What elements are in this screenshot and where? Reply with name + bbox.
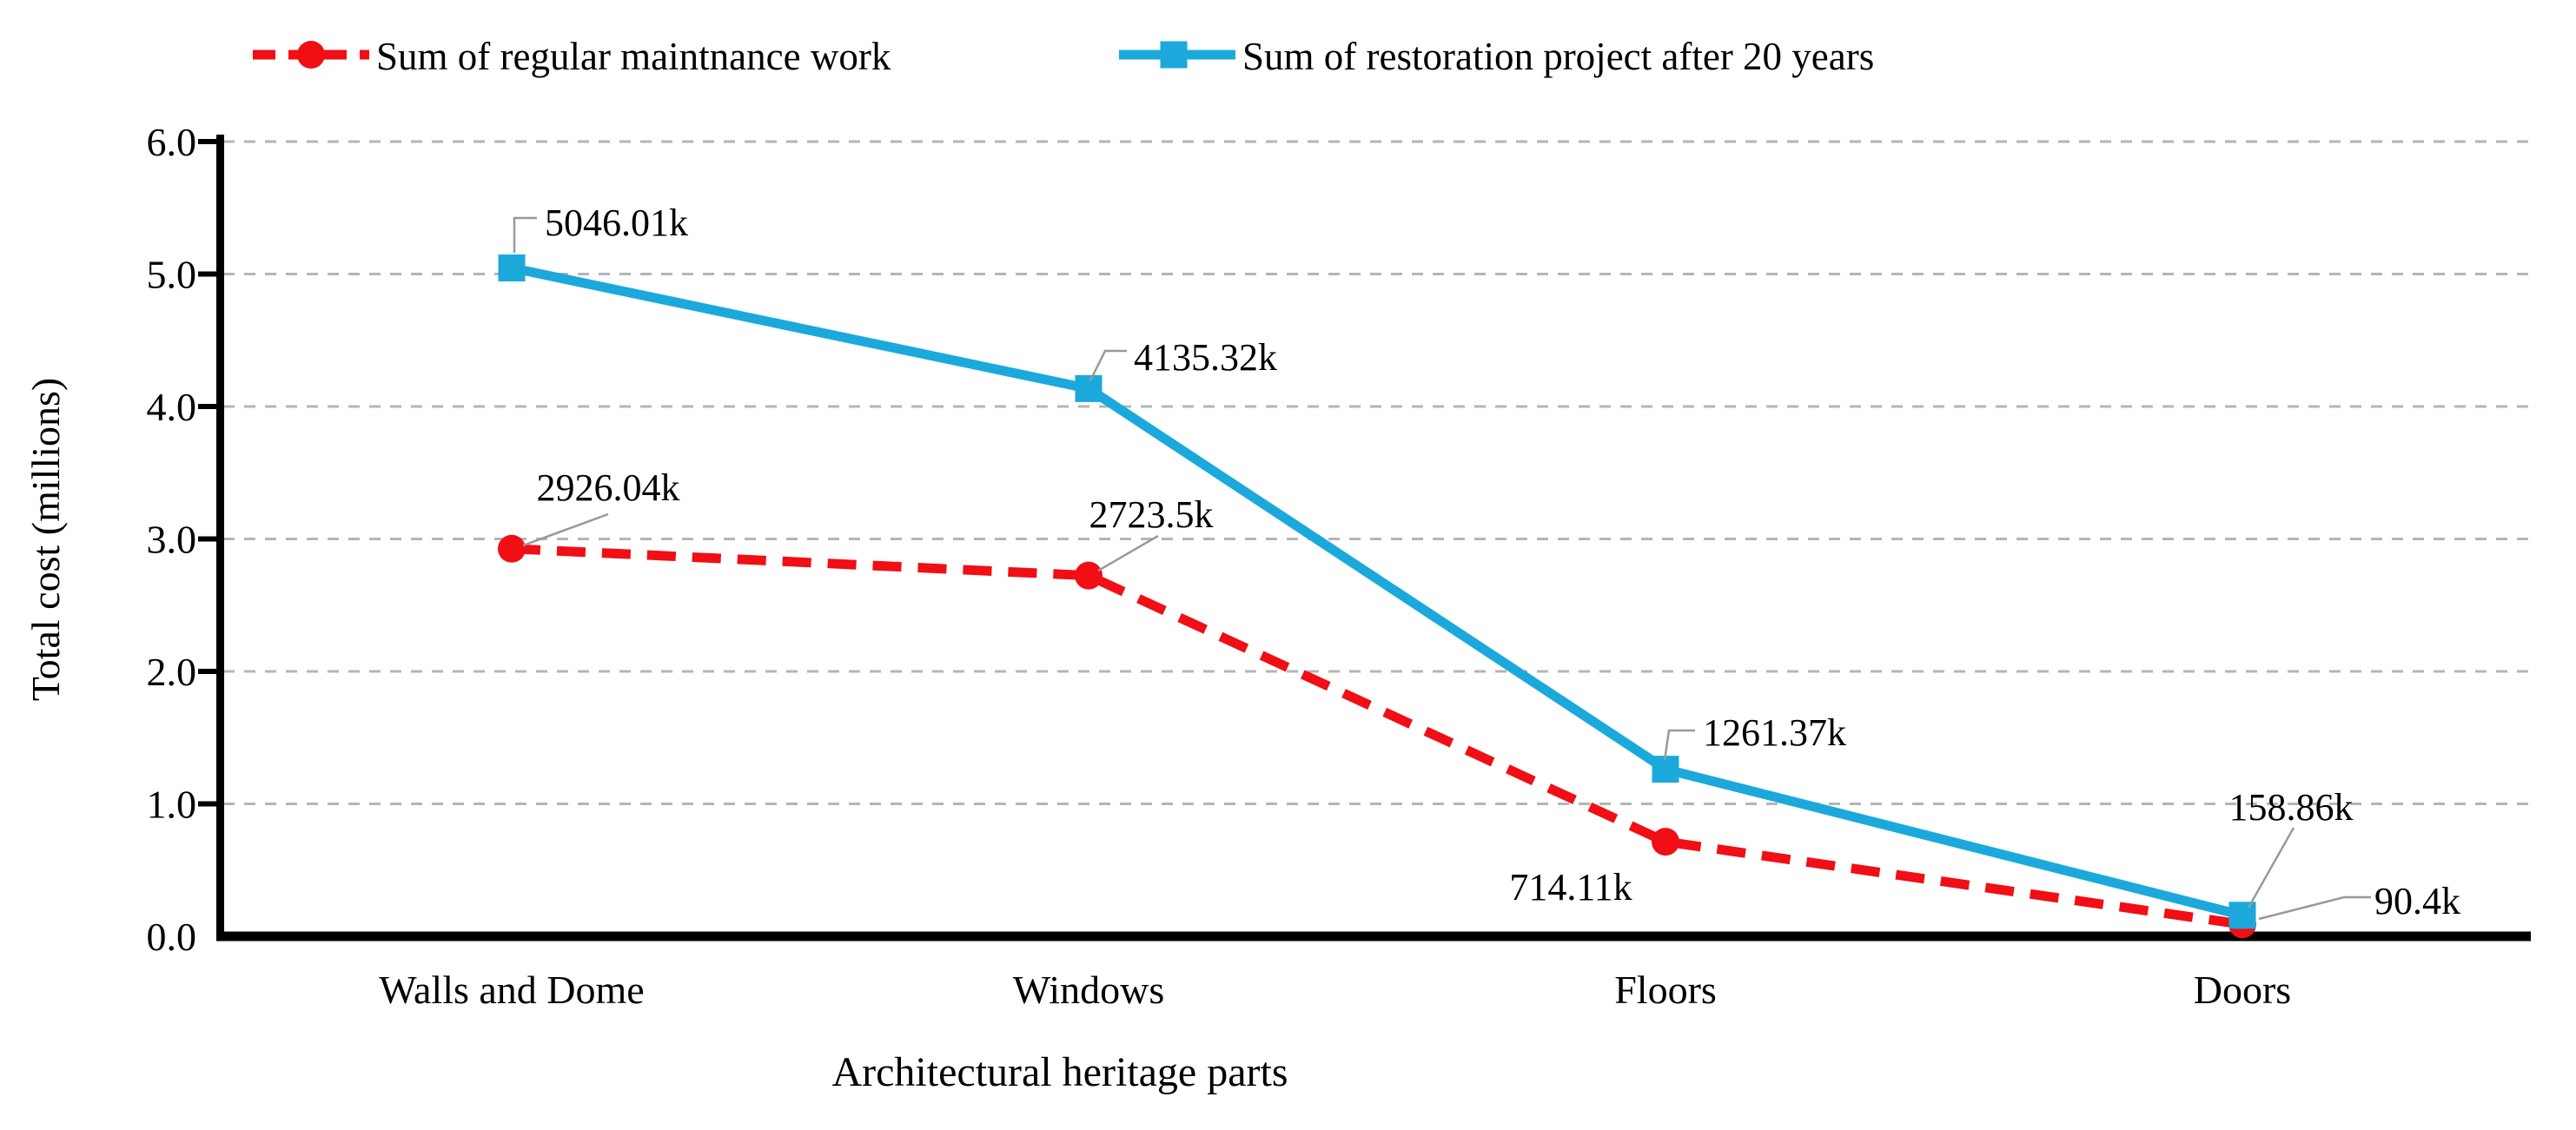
data-label: 2723.5k (1089, 493, 1214, 536)
leader-line (1089, 349, 1127, 381)
series-line-0 (511, 544, 2243, 929)
marker-square (498, 254, 526, 281)
marker-circle (1075, 561, 1103, 590)
data-label: 714.11k (1509, 866, 1632, 909)
marker-square (1075, 374, 1103, 402)
data-label: 5046.01k (545, 202, 688, 244)
data-label: 90.4k (2374, 880, 2460, 922)
marker-square (2228, 902, 2256, 929)
legend-marker-circle-icon (297, 41, 325, 69)
x-tick-label: Doors (2194, 968, 2291, 1012)
data-label: 4135.32k (1134, 336, 1277, 379)
y-axis-title: Total cost (millions) (23, 378, 68, 701)
leader-line (522, 512, 609, 547)
y-tick-label: 1.0 (147, 783, 197, 827)
data-label: 158.86k (2229, 786, 2354, 829)
legend-marker-square-icon (1160, 41, 1188, 69)
legend-label: Sum of regular maintnance work (376, 35, 891, 78)
series-line-1 (510, 263, 2244, 921)
leader-line (2247, 827, 2295, 909)
marker-square (1652, 756, 1679, 783)
data-label: 2926.04k (537, 466, 680, 509)
leader-line (1097, 534, 1159, 572)
y-tick-label: 5.0 (147, 253, 197, 297)
leader-line (513, 216, 537, 253)
y-tick-label: 3.0 (147, 518, 197, 562)
y-tick-label: 0.0 (147, 915, 197, 959)
marker-circle (498, 534, 526, 563)
marker-circle (1652, 828, 1679, 856)
y-tick-label: 2.0 (147, 650, 197, 694)
leader-line (1663, 729, 1695, 761)
leader-line (2258, 895, 2371, 921)
x-axis-title: Architectural heritage parts (831, 1049, 1288, 1095)
x-tick-label: Windows (1013, 968, 1164, 1012)
data-label: 1261.37k (1703, 711, 1846, 754)
x-tick-label: Walls and Dome (379, 968, 644, 1012)
y-tick-label: 4.0 (147, 385, 197, 429)
legend-label: Sum of restoration project after 20 year… (1242, 35, 1874, 78)
x-tick-label: Floors (1614, 968, 1717, 1012)
y-tick-label: 6.0 (147, 120, 197, 164)
